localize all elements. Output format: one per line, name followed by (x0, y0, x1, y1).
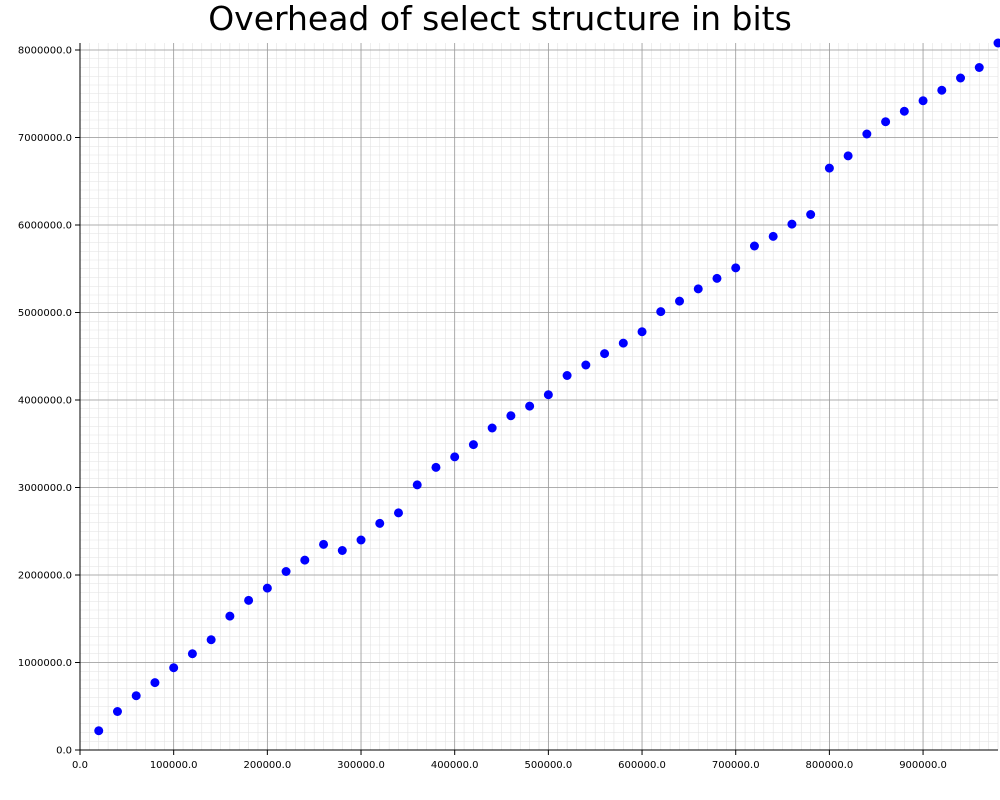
data-point (974, 63, 984, 72)
data-point (300, 555, 310, 565)
axes (79, 43, 998, 751)
data-point (112, 707, 122, 716)
data-point (412, 480, 422, 490)
x-tick-label: 200000.0 (243, 760, 291, 771)
data-point (581, 360, 591, 370)
data-point (768, 231, 778, 241)
data-point (94, 726, 104, 736)
data-point (712, 273, 722, 283)
data-point (993, 38, 1000, 48)
data-point (543, 390, 553, 400)
data-point (787, 219, 797, 229)
data-point (731, 263, 741, 273)
chart-title: Overhead of select structure in bits (208, 0, 792, 38)
y-tick-label: 1000000.0 (18, 658, 72, 669)
x-tick-label: 600000.0 (618, 760, 666, 771)
data-point (749, 241, 759, 251)
x-tick-label: 800000.0 (806, 760, 854, 771)
minor-gridlines (79, 43, 999, 751)
data-point (169, 663, 179, 673)
data-point (562, 371, 572, 380)
data-point (899, 106, 909, 116)
data-point (824, 163, 834, 173)
data-point (356, 535, 366, 545)
data-point (337, 546, 347, 555)
data-point (881, 117, 891, 127)
data-point (487, 423, 497, 433)
x-tick-label: 300000.0 (337, 760, 385, 771)
data-point (131, 691, 141, 701)
data-point (244, 595, 254, 605)
x-tick-label: 400000.0 (431, 760, 479, 771)
data-point (319, 539, 329, 549)
data-point (187, 649, 197, 659)
data-point (600, 349, 610, 359)
data-point (506, 411, 516, 421)
x-tick-label: 100000.0 (150, 760, 198, 771)
x-axis-ticks: 0.0 100000.0 200000.0 300000.0 400000.0 50000… (72, 750, 947, 771)
y-tick-label: 5000000.0 (18, 308, 72, 319)
y-tick-label: 8000000.0 (18, 46, 72, 57)
data-point (937, 85, 947, 95)
y-tick-label: 4000000.0 (18, 396, 72, 407)
data-point (225, 611, 235, 621)
data-point (862, 129, 872, 139)
x-tick-label: 900000.0 (899, 760, 947, 771)
y-tick-label: 2000000.0 (18, 571, 72, 582)
data-point (806, 210, 816, 219)
data-points (94, 38, 1000, 736)
data-point (843, 151, 853, 161)
data-point (393, 508, 403, 518)
x-tick-label: 500000.0 (525, 760, 573, 771)
data-point (675, 296, 685, 306)
data-point (656, 307, 666, 317)
data-point (450, 452, 460, 462)
y-tick-label: 0.0 (56, 746, 72, 757)
data-point (956, 73, 966, 83)
data-point (375, 518, 385, 528)
data-point (468, 440, 478, 450)
data-point (637, 327, 647, 337)
data-point (281, 567, 291, 576)
data-point (150, 678, 160, 688)
x-tick-label: 0.0 (72, 760, 88, 771)
data-point (618, 338, 628, 348)
y-tick-label: 3000000.0 (18, 483, 72, 494)
data-point (525, 401, 535, 411)
data-point (918, 96, 928, 106)
data-point (206, 635, 216, 645)
y-tick-label: 7000000.0 (18, 133, 72, 144)
data-point (693, 284, 703, 294)
data-point (262, 583, 272, 593)
x-tick-label: 700000.0 (712, 760, 760, 771)
y-tick-label: 6000000.0 (18, 221, 72, 232)
data-point (431, 462, 441, 472)
y-axis-ticks: 0.0 1000000.0 2000000.0 3000000.0 4000000.0 5… (18, 46, 80, 757)
